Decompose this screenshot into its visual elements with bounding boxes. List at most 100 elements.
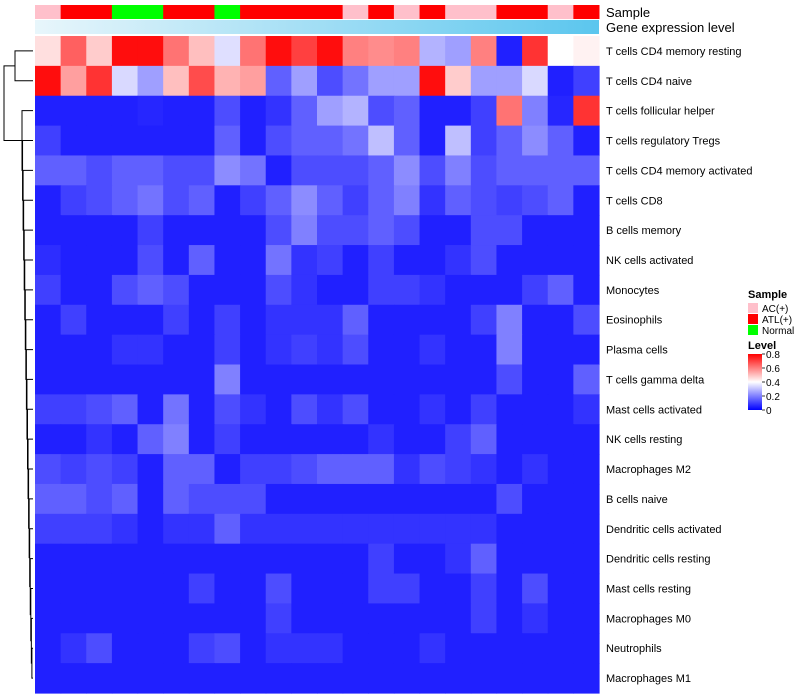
heatmap-cell: [188, 364, 216, 395]
heatmap-cell: [137, 65, 164, 97]
heatmap-cell: [111, 36, 139, 67]
heatmap-cell: [342, 394, 369, 425]
heatmap-cell: [35, 36, 62, 67]
heatmap-cell: [342, 573, 369, 605]
heatmap-cell: [111, 424, 139, 455]
sample-annotation-cell: [368, 5, 395, 19]
heatmap-cell: [214, 573, 241, 605]
heatmap-cell: [496, 65, 523, 97]
heatmap-cell: [86, 245, 113, 276]
heatmap-cell: [547, 573, 574, 605]
row-label: B cells naive: [606, 494, 668, 506]
dendrogram-branch: [29, 558, 33, 616]
heatmap-cell: [393, 663, 421, 694]
dendrogram-branch: [29, 528, 33, 588]
heatmap-cell: [573, 483, 600, 515]
heatmap-cell: [35, 483, 62, 515]
heatmap-cell: [547, 95, 574, 127]
heatmap-cell: [317, 95, 344, 127]
heatmap-cell: [573, 663, 600, 694]
heatmap-cell: [265, 454, 292, 485]
heatmap-cell: [265, 245, 292, 276]
heatmap-cell: [291, 394, 318, 425]
heatmap-cell: [163, 334, 190, 366]
heatmap-cell: [291, 215, 318, 246]
heatmap-cell: [342, 304, 369, 336]
heatmap-cell: [547, 424, 574, 455]
heatmap-cell: [240, 245, 267, 276]
heatmap-cell: [445, 603, 472, 634]
heatmap-cell: [496, 424, 523, 455]
heatmap-cell: [445, 513, 472, 545]
heatmap-cell: [547, 394, 574, 425]
heatmap-cell: [496, 304, 523, 336]
heatmap-cell: [111, 573, 139, 605]
heatmap-cell: [214, 394, 241, 425]
heatmap-cell: [111, 513, 139, 545]
gene-expression-annotation-label: Gene expression level: [606, 20, 735, 35]
sample-annotation-bar: [35, 5, 600, 19]
heatmap-cell: [163, 155, 190, 186]
heatmap-cell: [60, 36, 87, 67]
heatmap-cell: [419, 215, 446, 246]
heatmap-cell: [265, 65, 292, 97]
heatmap-cell: [163, 513, 190, 545]
heatmap-cell: [419, 185, 446, 216]
heatmap-cell: [214, 274, 241, 306]
heatmap-cell: [60, 364, 87, 395]
heatmap-cell: [522, 573, 549, 605]
heatmap-cell: [291, 274, 318, 306]
heatmap-cell: [470, 304, 498, 336]
heatmap-cell: [419, 394, 446, 425]
sample-annotation-cell: [496, 5, 523, 19]
heatmap-cell: [240, 394, 267, 425]
heatmap-cell: [163, 95, 190, 127]
heatmap-cell: [86, 633, 113, 664]
heatmap-cell: [265, 125, 292, 157]
heatmap-cell: [291, 125, 318, 157]
heatmap-cell: [368, 65, 395, 97]
heatmap-cell: [445, 125, 472, 157]
heatmap-cell: [522, 155, 549, 186]
sample-annotation-label: Sample: [606, 5, 650, 20]
heatmap-cell: [111, 543, 139, 575]
heatmap-cell: [470, 334, 498, 366]
row-label: T cells regulatory Tregs: [606, 136, 721, 148]
heatmap-cell: [214, 125, 241, 157]
heatmap-cell: [240, 304, 267, 336]
heatmap-cell: [214, 245, 241, 276]
row-label: T cells CD4 naive: [606, 76, 692, 88]
heatmap-cell: [111, 364, 139, 395]
heatmap-cell: [573, 304, 600, 336]
heatmap-cell: [445, 364, 472, 395]
heatmap-cell: [496, 274, 523, 306]
heatmap-cell: [342, 633, 369, 664]
heatmap-cell: [214, 513, 241, 545]
heatmap-cell: [240, 36, 267, 67]
heatmap-cell: [86, 663, 113, 694]
heatmap-cell: [188, 483, 216, 515]
heatmap-cell: [496, 364, 523, 395]
heatmap-cell: [240, 274, 267, 306]
heatmap-cell: [419, 304, 446, 336]
heatmap-cell: [188, 394, 216, 425]
heatmap-cell: [60, 304, 87, 336]
heatmap-cell: [163, 274, 190, 306]
heatmap-cell: [86, 215, 113, 246]
heatmap-cell: [188, 36, 216, 67]
sample-annotation-cell: [393, 5, 421, 19]
heatmap-cell: [470, 543, 498, 575]
heatmap-cell: [188, 573, 216, 605]
heatmap-cell: [137, 483, 164, 515]
sample-annotation-cell: [470, 5, 497, 19]
heatmap-cell: [419, 65, 446, 97]
heatmap-cell: [111, 215, 139, 246]
heatmap-cell: [573, 573, 600, 605]
heatmap-cell: [214, 155, 241, 186]
heatmap-cell: [291, 95, 318, 127]
heatmap-cell: [60, 245, 87, 276]
sample-annotation-cell: [214, 5, 241, 19]
row-label: Macrophages M2: [606, 464, 691, 476]
sample-annotation-cell: [547, 5, 574, 19]
